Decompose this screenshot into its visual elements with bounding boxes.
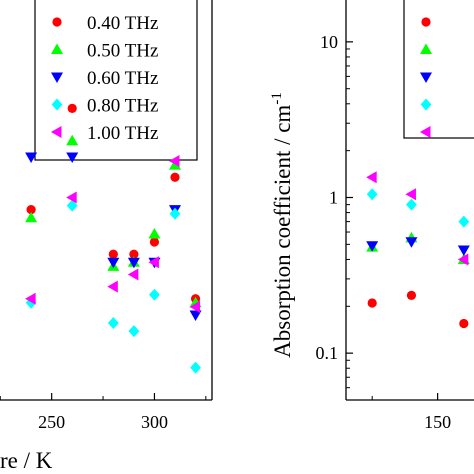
data-point-s2	[25, 211, 38, 223]
data-point-s1	[406, 290, 417, 300]
legend-marker	[420, 126, 431, 138]
y-tick-label: 0.1	[316, 343, 339, 363]
legend-label: 1.00 THz	[87, 123, 158, 144]
x-axis-title: re / K	[0, 448, 53, 473]
data-point-s1	[149, 237, 160, 247]
data-point-s4	[128, 325, 140, 338]
x-tick-label: 300	[141, 412, 168, 432]
panel-2: 150 0.1 1 10 Absorption coefficient / cm-1	[269, 0, 474, 432]
data-point-s3	[66, 152, 79, 163]
legend-label: 0.60 THz	[87, 68, 158, 89]
legend-marker	[420, 98, 432, 111]
legend-label: 0.50 THz	[87, 41, 158, 62]
data-point-s5	[107, 280, 118, 293]
data-point-s4	[169, 207, 181, 220]
data-point-s5	[66, 191, 77, 204]
y-tick-label: 1	[329, 188, 338, 208]
data-point-s4	[66, 199, 78, 212]
legend-marker	[51, 72, 63, 83]
data-point-s2	[66, 134, 79, 146]
data-point-s3	[127, 257, 140, 269]
x-tick-label: 150	[424, 412, 451, 432]
data-point-s5	[457, 253, 469, 266]
data-point-s5	[405, 188, 416, 201]
data-point-s5	[127, 268, 139, 281]
data-point-s4	[406, 198, 417, 211]
y-tick-label: 10	[320, 32, 338, 52]
legend-marker	[52, 17, 62, 27]
legend-marker	[51, 43, 63, 54]
data-point-s4	[458, 215, 470, 228]
legend-marker	[421, 17, 431, 27]
data-point-s4	[107, 317, 119, 330]
legend-marker	[51, 126, 62, 138]
y-axis-title: Absorption coefficient / cm-1	[269, 92, 295, 358]
data-point-s4	[149, 288, 160, 301]
data-point-s5	[148, 256, 159, 269]
y-axis-title-superscript: -1	[269, 92, 285, 105]
data-point-s5	[189, 300, 201, 313]
data-point-s1	[170, 172, 180, 182]
data-point-s1	[129, 249, 139, 259]
data-point-s3	[189, 310, 202, 321]
legend-label: 0.80 THz	[87, 96, 158, 117]
data-point-s1	[67, 103, 77, 113]
data-point-s2	[148, 227, 161, 239]
legend-1: 0.40 THz 0.50 THz 0.60 THz 0.80 THz 1.00 THz	[34, 0, 198, 161]
data-point-s4	[366, 188, 378, 201]
legend-box	[34, 0, 198, 161]
data-point-s3	[107, 257, 120, 269]
legend-label: 0.40 THz	[87, 13, 158, 34]
data-point-s3	[405, 237, 418, 248]
legend-box	[403, 0, 474, 139]
data-point-s5	[366, 171, 377, 184]
data-point-s5	[25, 292, 36, 305]
data-point-s3	[25, 152, 38, 163]
panel-1: 250 300 re / K 0.40 THz 0.50 THz 0.60 THz 0.80…	[0, 0, 213, 473]
legend-2	[403, 0, 474, 139]
legend-marker	[51, 98, 63, 111]
data-point-s3	[457, 245, 470, 256]
data-point-s4	[190, 361, 201, 374]
data-point-s3	[366, 241, 379, 252]
data-point-s1	[367, 298, 377, 308]
data-point-s1	[26, 205, 36, 215]
data-point-s5	[169, 155, 180, 168]
x-tick-label: 250	[38, 412, 65, 432]
data-point-s1	[108, 249, 118, 259]
legend-marker	[420, 72, 432, 83]
data-point-s1	[459, 318, 469, 329]
legend-marker	[420, 43, 432, 54]
